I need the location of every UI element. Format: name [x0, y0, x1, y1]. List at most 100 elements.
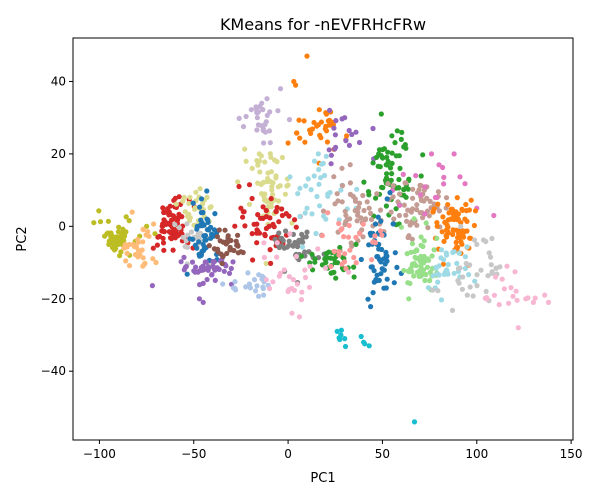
scatter-point: [256, 272, 262, 278]
scatter-point: [287, 174, 293, 180]
scatter-point: [407, 280, 413, 286]
scatter-point: [404, 218, 410, 224]
scatter-point: [150, 256, 156, 262]
scatter-point: [438, 255, 444, 261]
scatter-point: [385, 149, 391, 155]
scatter-point: [220, 253, 226, 259]
scatter-point: [388, 177, 394, 183]
scatter-point: [173, 201, 179, 207]
scatter-point: [328, 152, 334, 158]
scatter-point: [300, 234, 306, 240]
y-tick-label: 40: [51, 74, 66, 88]
scatter-point: [468, 235, 474, 241]
scatter-point: [471, 222, 477, 229]
scatter-point: [399, 129, 405, 135]
scatter-point: [315, 246, 321, 252]
scatter-point: [439, 247, 445, 253]
scatter-point: [418, 173, 424, 179]
scatter-point: [337, 244, 343, 251]
scatter-point: [485, 273, 491, 279]
scatter-point: [368, 216, 375, 223]
scatter-point: [198, 265, 204, 271]
scatter-point: [254, 158, 260, 164]
scatter-point: [428, 151, 435, 157]
scatter-point: [286, 238, 292, 244]
scatter-point: [182, 209, 188, 215]
scatter-point: [267, 140, 273, 146]
scatter-point: [454, 260, 460, 266]
x-tick-label: −50: [181, 447, 206, 461]
scatter-point: [396, 153, 402, 159]
scatter-point: [260, 204, 266, 210]
scatter-point: [444, 267, 450, 273]
scatter-point: [414, 207, 420, 213]
scatter-point: [193, 189, 199, 195]
scatter-point: [164, 209, 170, 215]
scatter-point: [483, 288, 489, 295]
scatter-point: [262, 159, 268, 165]
scatter-point: [347, 191, 353, 197]
scatter-point: [211, 227, 218, 233]
scatter-point: [194, 245, 200, 251]
scatter-point: [328, 161, 334, 167]
scatter-point: [513, 288, 519, 294]
scatter-point: [216, 227, 222, 233]
scatter-point: [227, 244, 233, 251]
scatter-point: [389, 171, 395, 177]
x-tick-label: 150: [560, 447, 583, 461]
scatter-point: [265, 170, 271, 176]
scatter-point: [384, 171, 390, 177]
scatter-point: [194, 226, 200, 232]
scatter-point: [417, 258, 423, 265]
scatter-point: [501, 286, 507, 292]
scatter-point: [198, 196, 205, 202]
x-axis-label: PC1: [310, 471, 335, 486]
scatter-point: [172, 222, 178, 228]
scatter-point: [130, 241, 136, 247]
scatter-point: [311, 119, 317, 126]
scatter-point: [530, 299, 537, 305]
scatter-point: [296, 314, 302, 320]
scatter-point: [410, 186, 416, 192]
scatter-point: [341, 234, 347, 240]
scatter-point: [384, 176, 390, 183]
scatter-point: [295, 191, 301, 197]
scatter-point: [109, 233, 115, 239]
scatter-point: [346, 127, 352, 134]
scatter-point: [261, 240, 267, 246]
scatter-point: [334, 328, 340, 334]
scatter-point: [230, 259, 236, 265]
scatter-point: [361, 179, 367, 185]
scatter-point: [185, 232, 191, 238]
scatter-point: [305, 176, 311, 182]
scatter-point: [161, 228, 167, 234]
scatter-point: [430, 209, 436, 215]
scatter-point: [255, 162, 261, 168]
y-tick-label: −20: [41, 292, 66, 306]
scatter-point: [434, 223, 440, 229]
scatter-point: [361, 207, 367, 214]
y-tick-label: 20: [51, 147, 66, 161]
scatter-point: [196, 239, 202, 245]
scatter-point: [285, 288, 291, 295]
scatter-point: [455, 244, 461, 250]
scatter-point: [409, 206, 416, 212]
scatter-point: [126, 218, 132, 224]
scatter-point: [212, 277, 218, 283]
scatter-point: [176, 225, 182, 231]
scatter-point: [270, 279, 276, 285]
scatter-point: [238, 249, 244, 255]
scatter-point: [435, 288, 441, 294]
scatter-point: [440, 261, 446, 267]
scatter-point: [360, 234, 366, 240]
scatter-point: [390, 194, 396, 200]
scatter-point: [299, 289, 305, 295]
scatter-point: [176, 211, 182, 217]
scatter-point: [309, 126, 315, 132]
scatter-point: [188, 229, 195, 235]
scatter-point: [333, 118, 339, 124]
scatter-point: [461, 234, 467, 240]
scatter-point: [338, 332, 344, 338]
scatter-point: [440, 214, 446, 220]
